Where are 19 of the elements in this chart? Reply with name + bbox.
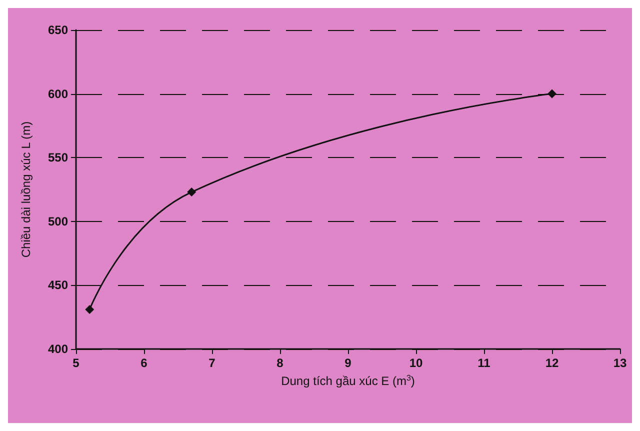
y-tick-label: 500 xyxy=(48,214,68,228)
x-tick-label: 11 xyxy=(478,356,491,370)
x-tick-label: 5 xyxy=(72,356,80,370)
x-tick-label: 8 xyxy=(276,356,284,370)
x-tick-label: 12 xyxy=(545,356,559,370)
x-tick-label: 9 xyxy=(344,356,352,370)
point xyxy=(548,89,556,98)
y-tick-label: 600 xyxy=(48,86,68,101)
point xyxy=(187,188,196,197)
point xyxy=(85,304,94,314)
y-tick-label: 650 xyxy=(48,23,68,37)
x-tick-label: 13 xyxy=(613,356,627,370)
y-tick-label: 450 xyxy=(48,278,68,292)
y-axis-title: Chiều dài luồng xúc L (m) xyxy=(19,121,33,258)
x-tick-label: 10 xyxy=(409,356,423,370)
y-tick-label: 400 xyxy=(48,342,68,356)
x-tick-label: 7 xyxy=(208,356,216,370)
y-tick-label: 550 xyxy=(48,150,68,165)
x-tick-label: 6 xyxy=(140,356,148,370)
